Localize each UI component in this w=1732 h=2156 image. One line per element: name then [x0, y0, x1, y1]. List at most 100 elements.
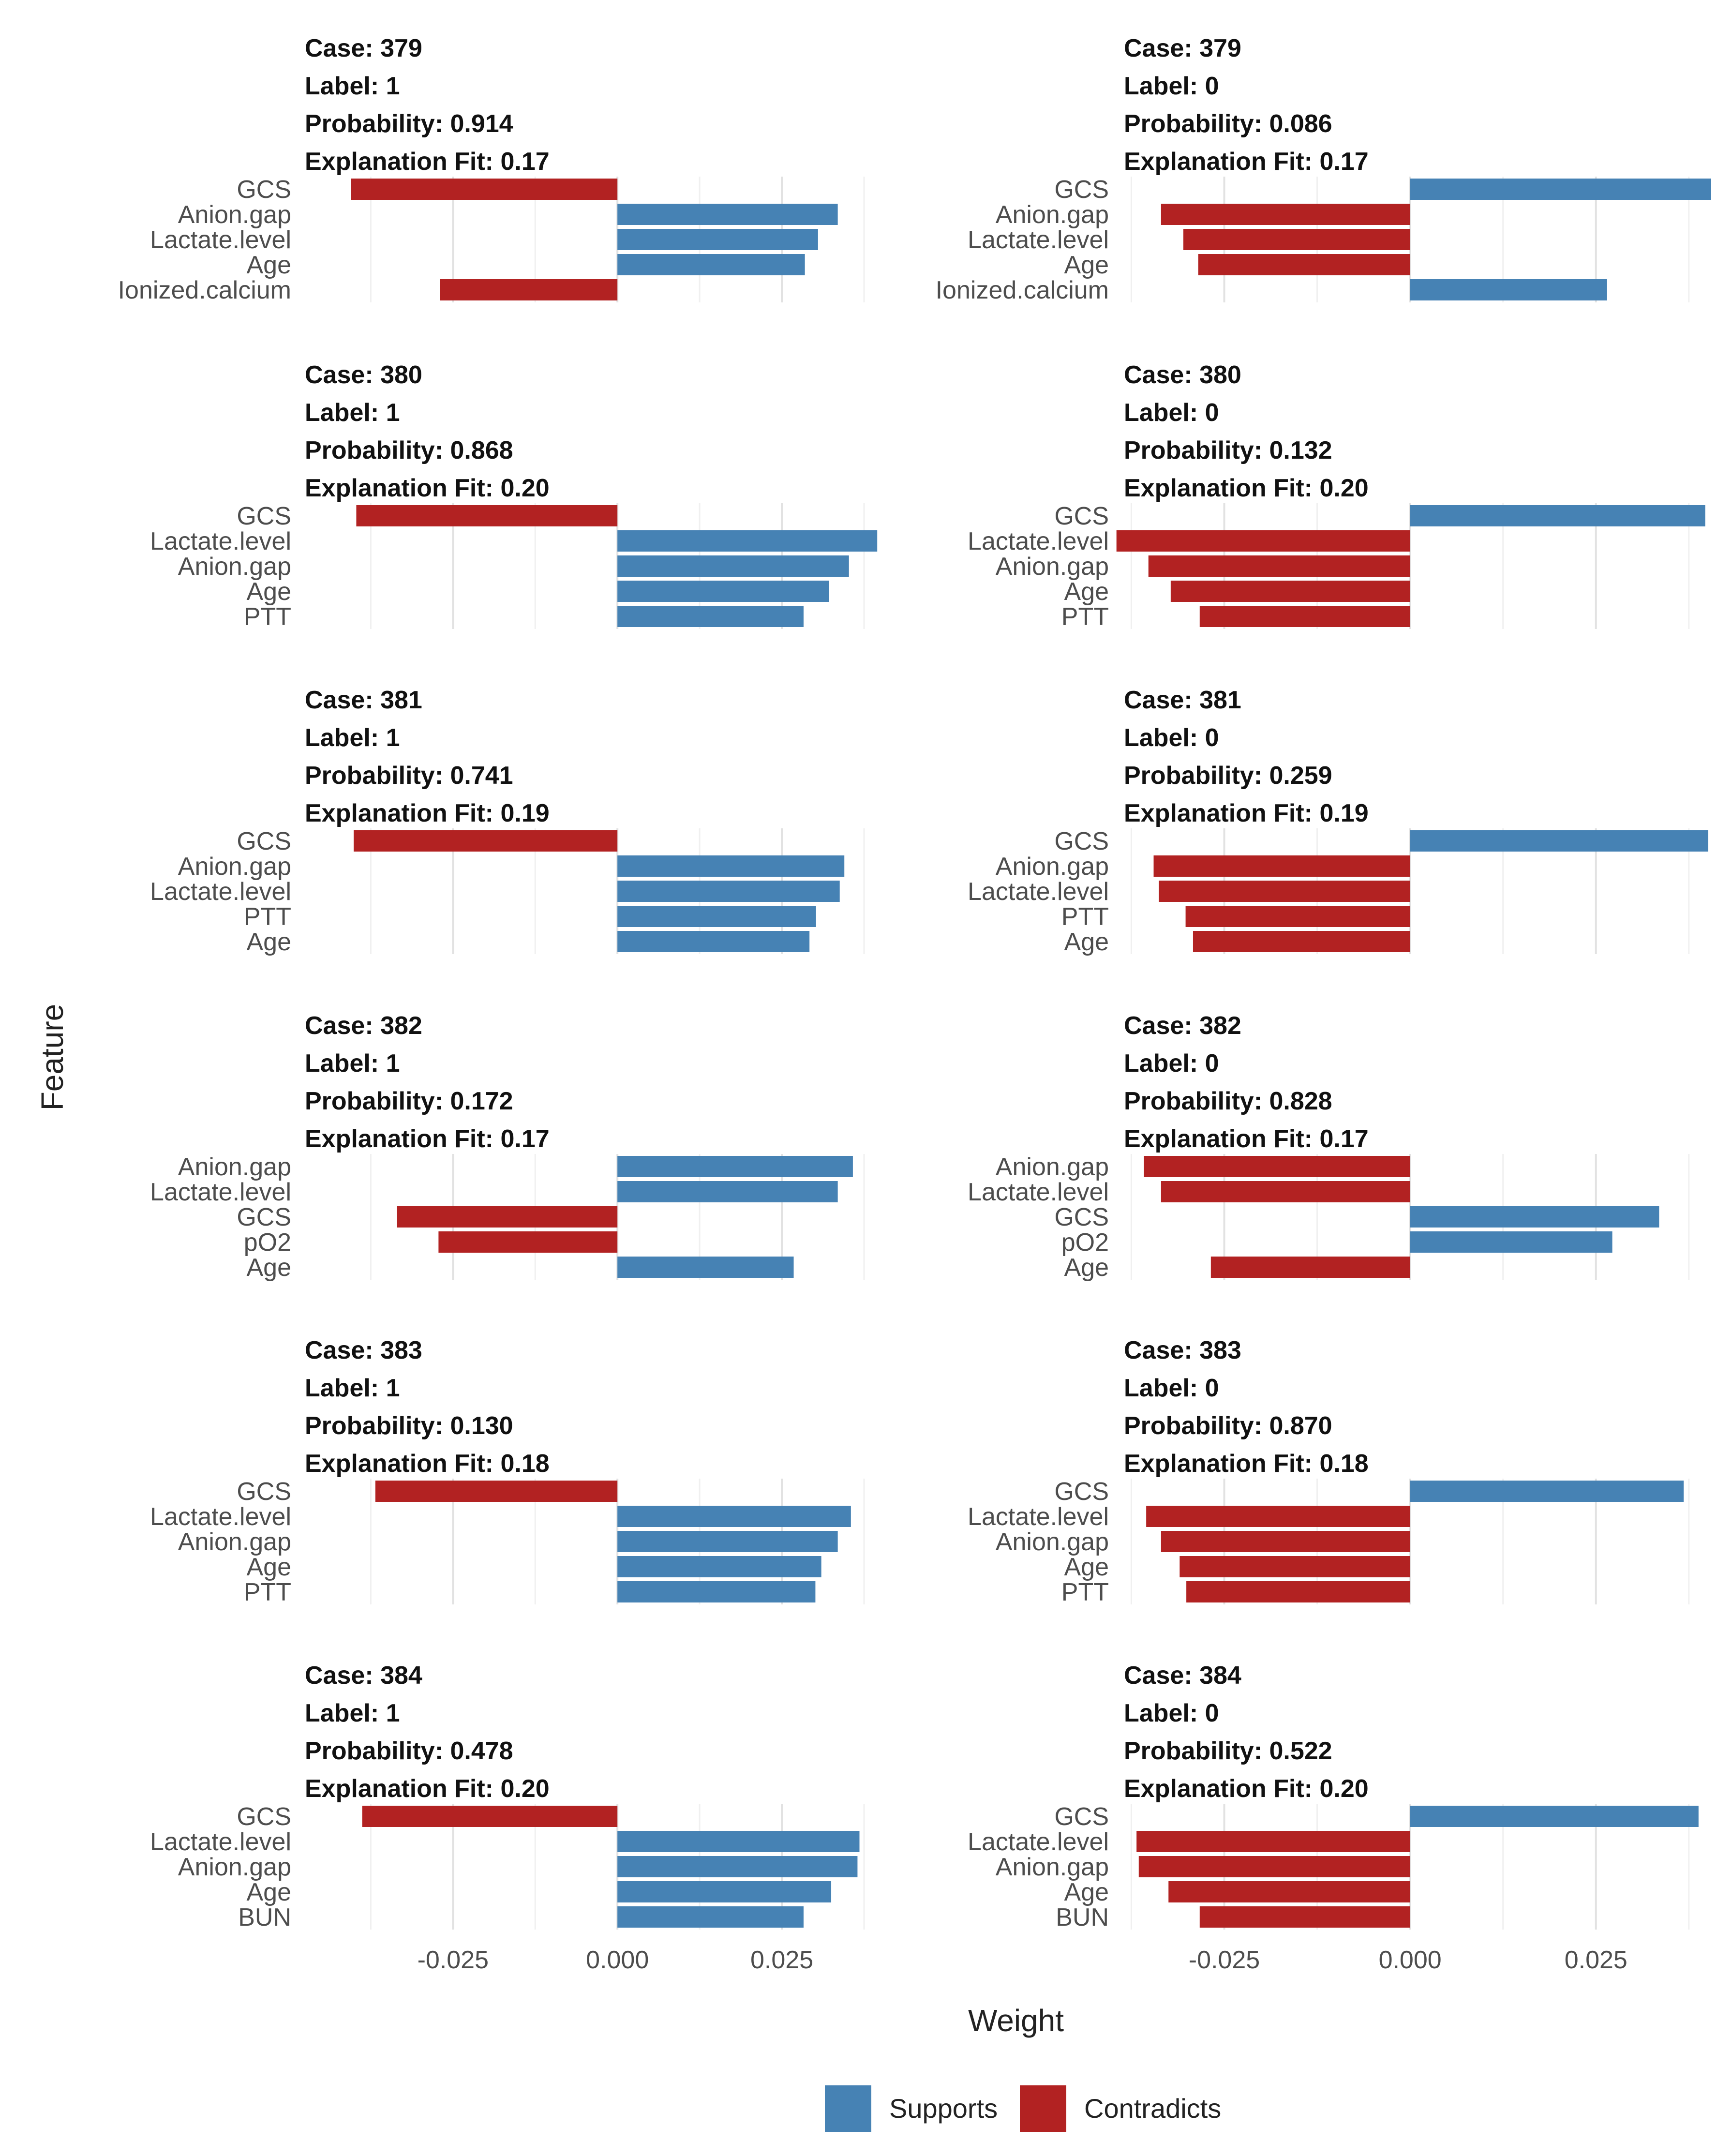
bar-ptt — [1186, 1581, 1410, 1602]
category-label: Anion.gap — [996, 553, 1109, 581]
panel-header-line: Label: 1 — [305, 72, 400, 100]
bar-ptt — [617, 906, 816, 927]
panel-header-line: Probability: 0.259 — [1124, 762, 1332, 790]
category-label: Anion.gap — [178, 201, 291, 229]
panel-header-line: Probability: 0.914 — [305, 110, 513, 138]
panel-header-line: Probability: 0.828 — [1124, 1087, 1332, 1115]
panel-header-line: Explanation Fit: 0.19 — [305, 799, 550, 827]
bar-anion-gap — [1153, 855, 1410, 877]
bar-age — [617, 254, 805, 275]
chart-panel-case-379-label-1: Case: 379 Label: 1 Probability: 0.914 Expla… — [118, 34, 865, 304]
bar-anion-gap — [617, 1856, 858, 1877]
bar-lactate-level — [617, 881, 840, 902]
category-label: BUN — [238, 1903, 291, 1931]
category-label: GCS — [237, 176, 291, 204]
category-label: GCS — [237, 1803, 291, 1831]
bar-age — [1193, 931, 1410, 952]
bar-lactate-level — [1161, 1181, 1410, 1202]
panel-header-line: Case: 381 — [1124, 686, 1241, 714]
bar-age — [617, 1556, 821, 1577]
bar-lactate-level — [1116, 530, 1410, 552]
panel-header-line: Case: 380 — [305, 361, 422, 389]
category-label: GCS — [1054, 502, 1109, 530]
bar-gcs — [397, 1206, 618, 1228]
chart-panel-case-382-label-0: Case: 382 Label: 0 Probability: 0.828 Expla… — [968, 1012, 1690, 1282]
category-label: GCS — [1054, 827, 1109, 855]
bar-po2 — [438, 1231, 618, 1253]
panel-header-line: Explanation Fit: 0.20 — [1124, 474, 1369, 502]
bar-gcs — [1410, 1481, 1684, 1502]
bar-gcs — [356, 505, 618, 526]
panel-header-line: Explanation Fit: 0.17 — [1124, 1125, 1369, 1153]
chart-panel-case-384-label-1: Case: 384 Label: 1 Probability: 0.478 Expla… — [150, 1662, 865, 1974]
category-label: Anion.gap — [178, 1153, 291, 1181]
bar-gcs — [1410, 505, 1705, 526]
panel-header-line: Case: 383 — [305, 1336, 422, 1364]
panel-header-line: Label: 0 — [1124, 399, 1219, 427]
bar-bun — [1199, 1906, 1410, 1928]
bar-anion-gap — [1144, 1156, 1410, 1177]
panel-header-line: Probability: 0.172 — [305, 1087, 513, 1115]
category-label: BUN — [1056, 1903, 1109, 1931]
chart-panel-case-383-label-0: Case: 383 Label: 0 Probability: 0.870 Expla… — [968, 1336, 1690, 1606]
category-label: Lactate.level — [150, 1828, 291, 1856]
chart-panel-case-384-label-0: Case: 384 Label: 0 Probability: 0.522 Expla… — [968, 1662, 1699, 1974]
chart-panel-case-380-label-1: Case: 380 Label: 1 Probability: 0.868 Expla… — [150, 361, 878, 631]
category-label: pO2 — [244, 1228, 291, 1257]
bar-ptt — [617, 606, 804, 627]
category-label: GCS — [1054, 1203, 1109, 1231]
category-label: Lactate.level — [968, 226, 1109, 254]
category-label: Lactate.level — [150, 1178, 291, 1206]
panel-header-line: Explanation Fit: 0.17 — [1124, 148, 1369, 176]
chart-panel-case-381-label-0: Case: 381 Label: 0 Probability: 0.259 Expla… — [968, 686, 1708, 956]
bar-lactate-level — [617, 530, 878, 552]
panel-header-line: Label: 1 — [305, 1049, 400, 1078]
category-label: GCS — [1054, 1478, 1109, 1506]
legend-label-supports: Supports — [889, 2093, 998, 2124]
category-label: pO2 — [1061, 1228, 1109, 1257]
bar-anion-gap — [617, 1156, 853, 1177]
category-label: GCS — [237, 1203, 291, 1231]
panel-header-line: Explanation Fit: 0.17 — [305, 148, 550, 176]
bar-lactate-level — [617, 1831, 860, 1852]
panel-header-line: Probability: 0.868 — [305, 436, 513, 464]
bar-gcs — [1410, 1206, 1659, 1228]
panel-header-line: Explanation Fit: 0.20 — [1124, 1775, 1369, 1803]
bar-lactate-level — [617, 1506, 851, 1527]
category-label: GCS — [237, 1478, 291, 1506]
bar-ionized-calcium — [1410, 279, 1607, 300]
category-label: Anion.gap — [178, 1853, 291, 1881]
legend-swatch-contradicts — [1020, 2085, 1066, 2132]
category-label: Age — [246, 1878, 291, 1906]
legend-swatch-supports — [825, 2085, 871, 2132]
bar-age — [1168, 1881, 1410, 1902]
category-label: Age — [246, 1553, 291, 1581]
panel-header-line: Probability: 0.741 — [305, 762, 513, 790]
bar-age — [1198, 254, 1410, 275]
category-label: Anion.gap — [178, 1528, 291, 1556]
panel-header-line: Case: 382 — [305, 1012, 422, 1040]
panel-header-line: Label: 1 — [305, 724, 400, 752]
category-label: PTT — [1061, 603, 1109, 631]
category-label: Age — [1064, 251, 1109, 279]
bar-anion-gap — [617, 555, 849, 577]
category-label: Age — [1064, 578, 1109, 606]
category-label: Age — [246, 928, 291, 956]
panel-header-line: Case: 382 — [1124, 1012, 1241, 1040]
category-label: GCS — [1054, 176, 1109, 204]
panel-header-line: Case: 380 — [1124, 361, 1241, 389]
panel-header-line: Case: 379 — [1124, 34, 1241, 62]
category-label: Anion.gap — [996, 1853, 1109, 1881]
panel-header-line: Probability: 0.478 — [305, 1737, 513, 1765]
panel-header-line: Case: 379 — [305, 34, 422, 62]
x-tick-label: 0.000 — [586, 1946, 649, 1974]
y-axis-title: Feature — [35, 1004, 70, 1111]
panel-header-line: Probability: 0.086 — [1124, 110, 1332, 138]
category-label: Age — [1064, 1878, 1109, 1906]
panel-header-line: Label: 0 — [1124, 1374, 1219, 1402]
panel-header-line: Explanation Fit: 0.17 — [305, 1125, 550, 1153]
bar-ionized-calcium — [440, 279, 618, 300]
bar-anion-gap — [1161, 204, 1410, 225]
category-label: Age — [1064, 928, 1109, 956]
x-tick-label: -0.025 — [1189, 1946, 1260, 1974]
